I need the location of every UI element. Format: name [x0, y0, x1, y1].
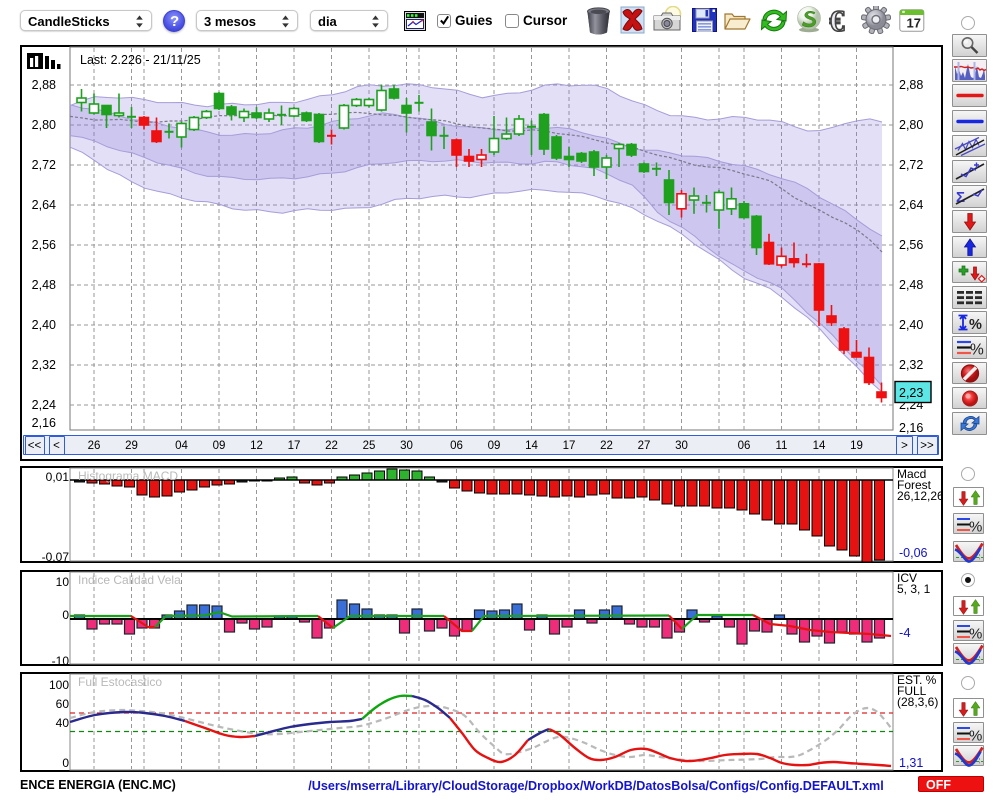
svg-text:100: 100: [49, 678, 69, 692]
svg-text:ICV: ICV: [897, 571, 917, 585]
svg-text:Σ: Σ: [956, 189, 965, 206]
svg-text:60: 60: [56, 697, 70, 711]
svg-text:Full Estocastico: Full Estocastico: [78, 675, 162, 689]
svg-text:0: 0: [62, 608, 69, 622]
svg-text:2,32: 2,32: [899, 358, 923, 372]
svg-text:%: %: [969, 317, 982, 333]
svg-text:2,48: 2,48: [899, 278, 923, 292]
svg-text:0,01: 0,01: [46, 470, 70, 484]
svg-text:Indice Calidad Vela: Indice Calidad Vela: [78, 573, 181, 587]
svg-text:2,88: 2,88: [32, 78, 56, 92]
svg-text:-0,07: -0,07: [42, 550, 70, 563]
svg-text:%: %: [969, 728, 982, 745]
svg-text:2,64: 2,64: [32, 198, 56, 212]
svg-text:2,56: 2,56: [32, 238, 56, 252]
svg-text:-10: -10: [52, 654, 70, 666]
svg-text:2,23: 2,23: [899, 386, 923, 400]
svg-text:Histograma MACD: Histograma MACD: [78, 469, 178, 483]
svg-text:2,48: 2,48: [32, 278, 56, 292]
svg-text:EST. %: EST. %: [897, 673, 937, 687]
svg-text:2,40: 2,40: [32, 318, 56, 332]
svg-text:2,16: 2,16: [32, 416, 56, 430]
svg-text:2,32: 2,32: [32, 358, 56, 372]
svg-text:1,31: 1,31: [899, 756, 923, 770]
svg-text:2,72: 2,72: [899, 158, 923, 172]
svg-text:40: 40: [56, 716, 70, 730]
svg-text:2,24: 2,24: [32, 398, 56, 412]
svg-text:Last: 2.226 - 21/11/25: Last: 2.226 - 21/11/25: [80, 53, 201, 67]
svg-text:17: 17: [907, 16, 921, 31]
svg-text:Macd: Macd: [897, 467, 926, 481]
svg-text:2,72: 2,72: [32, 158, 56, 172]
svg-text:2,56: 2,56: [899, 238, 923, 252]
svg-text:2,80: 2,80: [32, 118, 56, 132]
svg-text:€: €: [829, 6, 845, 34]
svg-text:0: 0: [62, 756, 69, 770]
svg-text:%: %: [969, 519, 982, 536]
svg-text:2,40: 2,40: [899, 318, 923, 332]
svg-text:2,64: 2,64: [899, 198, 923, 212]
svg-text:(28,3,6): (28,3,6): [897, 695, 938, 709]
svg-text:10: 10: [56, 575, 70, 589]
svg-text:%: %: [970, 342, 984, 359]
svg-text:%: %: [969, 626, 982, 643]
svg-text:5, 3, 1: 5, 3, 1: [897, 582, 931, 596]
svg-text:Forest: Forest: [897, 478, 932, 492]
svg-text:FULL: FULL: [897, 684, 927, 698]
svg-text:2,80: 2,80: [899, 118, 923, 132]
svg-text:2,16: 2,16: [899, 421, 923, 435]
svg-text:2,88: 2,88: [899, 78, 923, 92]
svg-text:-4: -4: [899, 625, 911, 640]
svg-text:26,12,26: 26,12,26: [897, 489, 943, 503]
svg-text:-0,06: -0,06: [899, 546, 928, 560]
